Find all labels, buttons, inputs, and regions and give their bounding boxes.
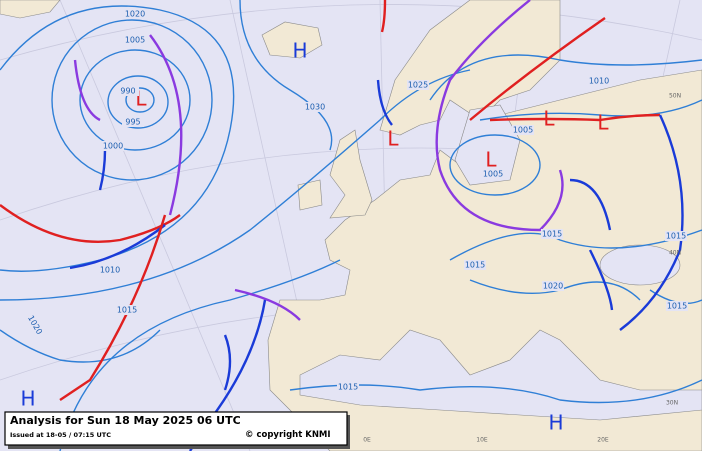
isobar-label-bg bbox=[24, 320, 46, 330]
isobar-label: 1005 bbox=[483, 170, 503, 179]
isobar-label: 1010 bbox=[589, 77, 609, 86]
graticule-label: 30N bbox=[666, 400, 678, 407]
caption-copyright: © copyright KNMI bbox=[245, 430, 331, 440]
isobar-label-bg bbox=[304, 102, 326, 112]
isobar-label-bg bbox=[407, 80, 429, 90]
graticule-label: 50N bbox=[669, 93, 681, 100]
caption-panel bbox=[4, 411, 348, 446]
isobar-label-bg bbox=[665, 231, 687, 241]
isobar-label: 1025 bbox=[408, 81, 428, 90]
isobar-label-bg bbox=[542, 281, 564, 291]
isobar-label-bg bbox=[102, 141, 124, 151]
isobar-label-bg bbox=[541, 229, 563, 239]
isobar-label: 1015 bbox=[338, 383, 358, 392]
isobar-label-bg bbox=[122, 117, 144, 127]
inland-seas bbox=[299, 104, 702, 421]
pressure-center-label: H bbox=[548, 411, 563, 435]
isobar-label: 1005 bbox=[513, 126, 533, 135]
graticule-label: 40N bbox=[669, 250, 681, 257]
isobar-label: 1015 bbox=[667, 302, 687, 311]
isobar-label-bg bbox=[124, 35, 146, 45]
isobar-label: 1020 bbox=[125, 10, 145, 19]
isobar-label-bg bbox=[337, 382, 359, 392]
graticule-label: 20E bbox=[597, 437, 609, 444]
isobar-label: 1015 bbox=[666, 232, 686, 241]
isobar-label-bg bbox=[116, 305, 138, 315]
isobar-label: 1015 bbox=[542, 230, 562, 239]
caption-box: Analysis for Sun 18 May 2025 06 UTC Issu… bbox=[4, 411, 350, 449]
isobar-label: 990 bbox=[120, 87, 135, 96]
isobar-label: 1015 bbox=[465, 261, 485, 270]
pressure-center-label: L bbox=[387, 127, 399, 151]
isobar-label-bg bbox=[588, 76, 610, 86]
graticule-label: 10E bbox=[476, 437, 488, 444]
graticule-label: 0E bbox=[363, 437, 371, 444]
isobar-label: 1030 bbox=[305, 103, 325, 112]
isobar-label: 1010 bbox=[100, 266, 120, 275]
isobar-label-bg bbox=[512, 125, 534, 135]
caption-issued: Issued at 18-05 / 07:15 UTC bbox=[10, 431, 111, 439]
pressure-center-label: L bbox=[543, 107, 555, 131]
pressure-center-label: L bbox=[485, 148, 497, 172]
pressure-center-label: L bbox=[597, 111, 609, 135]
isobar-label-bg bbox=[464, 260, 486, 270]
isobar-label-bg bbox=[482, 169, 504, 179]
pressure-center-label: H bbox=[20, 387, 35, 411]
isobar-label-bg bbox=[117, 86, 139, 96]
caption-title: Analysis for Sun 18 May 2025 06 UTC bbox=[10, 414, 241, 427]
isobar-label: 995 bbox=[125, 118, 140, 127]
isobar-label: 1020 bbox=[543, 282, 563, 291]
isobar-label-bg bbox=[99, 265, 121, 275]
isobar-label-bg bbox=[666, 301, 688, 311]
isobar-label-bg bbox=[124, 9, 146, 19]
isobar-label: 1000 bbox=[103, 142, 123, 151]
pressure-center-label: H bbox=[292, 39, 307, 63]
isobar-label: 1015 bbox=[117, 306, 137, 315]
isobar-label: 1005 bbox=[125, 36, 145, 45]
graticule-labels: 50N 40N 30N 0E 10E 20E bbox=[363, 93, 681, 444]
